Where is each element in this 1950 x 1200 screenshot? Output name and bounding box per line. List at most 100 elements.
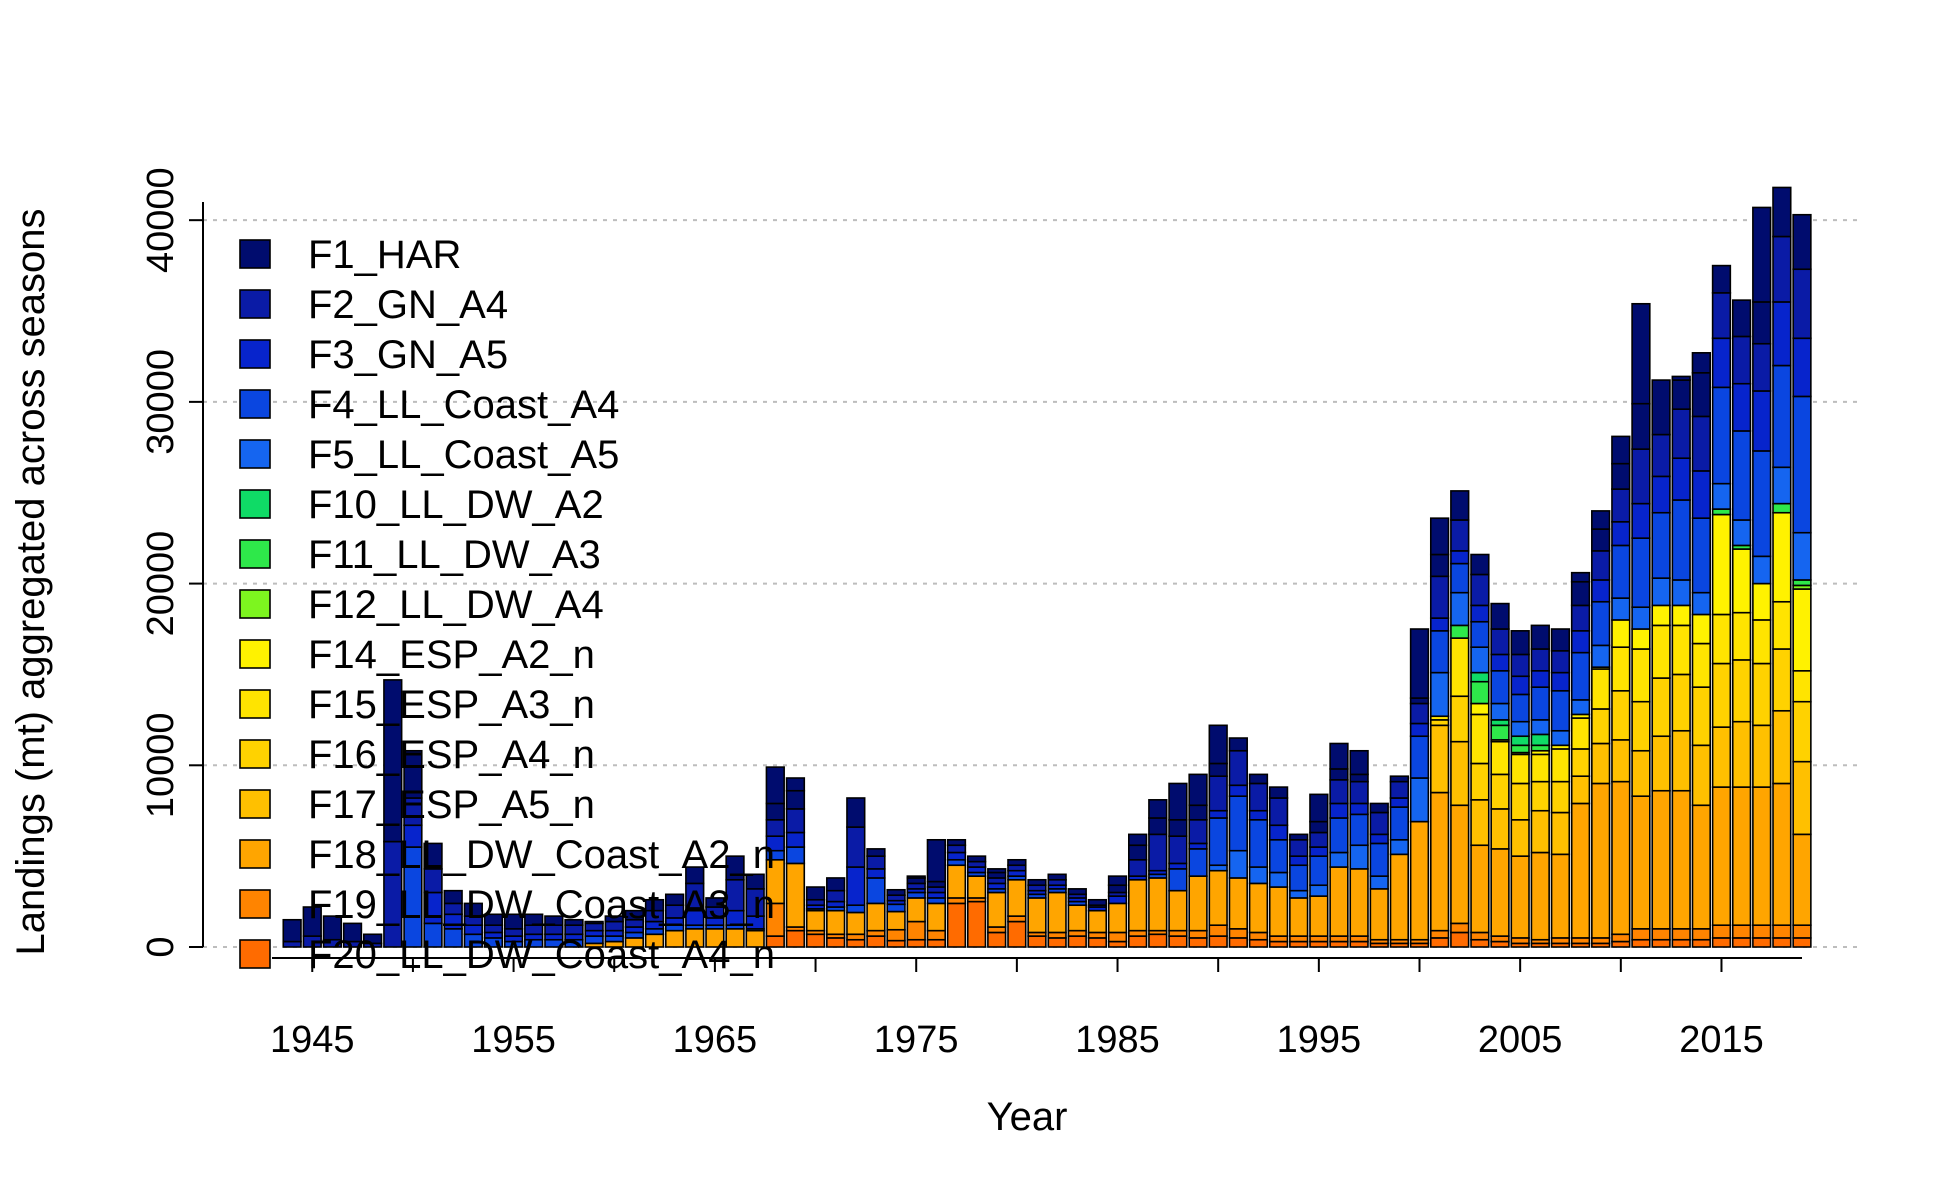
bar-segment-1992-F2_GN_A4: [1248, 782, 1269, 812]
bar-segment-2003-F17_ESP_A5_n: [1470, 799, 1490, 847]
bar-segment-1975-F1_HAR: [906, 877, 926, 885]
bar-segment-1977-F2_GN_A4: [946, 844, 967, 854]
bar-segment-1969-F18_LL_DW_Coast_A2_n: [785, 862, 806, 928]
legend-swatch-F2_GN_A4: [239, 289, 271, 319]
x-tick-label-2015: 2015: [1679, 1019, 1764, 1061]
bar-segment-2009-F16_ESP_A4_n: [1591, 708, 1611, 745]
bar-segment-1994-F5_LL_Coast_A5: [1289, 889, 1309, 899]
bar-segment-2002-F5_LL_Coast_A5: [1450, 591, 1470, 627]
bar-segment-2013-F4_LL_Coast_A4: [1671, 499, 1691, 581]
bar-segment-1998-F1_HAR: [1369, 802, 1389, 814]
bar-segment-1971-F18_LL_DW_Coast_A2_n: [826, 909, 846, 936]
bar-segment-1974-F1_HAR: [886, 888, 906, 897]
bar-remainder-2010: [1611, 435, 1631, 465]
bar-segment-2006-F1_HAR: [1530, 624, 1550, 650]
bar-segment-1997-F3_GN_A5: [1349, 802, 1369, 816]
bar-segment-2015-F3_GN_A5: [1711, 337, 1732, 389]
x-tick-label-2005: 2005: [1478, 1019, 1563, 1061]
bar-segment-2005-F18_LL_DW_Coast_A2_n: [1510, 855, 1530, 939]
bar-segment-2014-F17_ESP_A5_n: [1691, 744, 1712, 807]
bar-segment-2006-F10_LL_DW_A2: [1530, 733, 1550, 747]
bar-segment-2003-F20_LL_DW_Coast_A4_n: [1470, 938, 1490, 948]
bar-segment-1991-F18_LL_DW_Coast_A2_n: [1228, 877, 1248, 930]
bar-segment-2001-F19_LL_DW_Coast_A3_n: [1429, 929, 1450, 939]
bar-segment-1976-F2_GN_A4: [926, 886, 946, 894]
bar-segment-2008-F15_ESP_A3_n: [1570, 717, 1591, 750]
bar-segment-2002-F2_GN_A4: [1450, 519, 1470, 552]
bar-segment-2016-F17_ESP_A5_n: [1731, 720, 1752, 788]
bar-segment-1945-F1_HAR: [302, 906, 322, 937]
bar-segment-1996-F2_GN_A4: [1329, 779, 1349, 805]
bar-segment-1983-F19_LL_DW_Coast_A3_n: [1067, 929, 1087, 937]
bar-segment-2006-F18_LL_DW_Coast_A2_n: [1530, 851, 1550, 941]
legend: F1_HAR F2_GN_A4 F3_GN_A5 F4_LL_Coast_A4 F5_L…: [239, 233, 775, 977]
bar-segment-1973-F19_LL_DW_Coast_A3_n: [866, 929, 886, 937]
bar-segment-2003-F11_LL_DW_A3: [1470, 680, 1490, 705]
bar-segment-2002-F18_LL_DW_Coast_A2_n: [1450, 804, 1470, 925]
bar-segment-1992-F19_LL_DW_Coast_A3_n: [1248, 931, 1269, 941]
bar-segment-1972-F1_HAR: [846, 797, 866, 828]
bar-segment-1979-F2_GN_A4: [987, 877, 1007, 885]
bar-segment-2007-F18_LL_DW_Coast_A2_n: [1550, 853, 1571, 939]
bar-segment-1984-F1_HAR: [1087, 898, 1108, 907]
bar-segment-1990-F4_LL_Coast_A4: [1208, 817, 1228, 867]
bar-segment-2007-F15_ESP_A3_n: [1550, 748, 1571, 783]
bar-segment-2013-F18_LL_DW_Coast_A2_n: [1671, 789, 1691, 930]
bar-segment-2015-F20_LL_DW_Coast_A4_n: [1711, 937, 1732, 948]
bar-segment-2018-F11_LL_DW_A3: [1772, 502, 1792, 514]
bar-segment-1946-F1_HAR: [322, 915, 343, 941]
bar-segment-2017-F2_GN_A4: [1752, 342, 1772, 392]
bar-segment-2004-F10_LL_DW_A2: [1490, 719, 1510, 727]
bar-segment-1962-F1_HAR: [644, 898, 665, 912]
bar-segment-1974-F20_LL_DW_Coast_A4_n: [886, 939, 906, 948]
bar-segment-1969-F20_LL_DW_Coast_A4_n: [785, 929, 806, 948]
bar-segment-2005-F4_LL_Coast_A4: [1510, 693, 1530, 723]
bar-segment-1986-F19_LL_DW_Coast_A3_n: [1128, 929, 1148, 937]
bar-segment-2012-F4_LL_Coast_A4: [1651, 511, 1671, 579]
bar-segment-1973-F18_LL_DW_Coast_A2_n: [866, 902, 886, 932]
bar-segment-1982-F20_LL_DW_Coast_A4_n: [1047, 937, 1067, 948]
bar-segment-1977-F20_LL_DW_Coast_A4_n: [946, 902, 967, 948]
bar-segment-1985-F3_GN_A5: [1107, 895, 1128, 905]
bar-segment-2012-F3_GN_A5: [1651, 475, 1671, 514]
bar-remainder-2014: [1691, 352, 1712, 374]
bar-segment-1993-F20_LL_DW_Coast_A4_n: [1268, 940, 1289, 948]
bar-segment-2019-F19_LL_DW_Coast_A3_n: [1792, 924, 1812, 939]
bar-segment-1973-F4_LL_Coast_A4: [866, 877, 886, 905]
bar-segment-2001-F16_ESP_A4_n: [1429, 719, 1450, 727]
bar-segment-2004-F15_ESP_A3_n: [1490, 740, 1510, 776]
bar-segment-2001-F1_HAR: [1429, 553, 1450, 578]
bar-segment-1994-F18_LL_DW_Coast_A2_n: [1289, 897, 1309, 937]
bar-remainder-1975: [906, 875, 926, 879]
bar-segment-1974-F2_GN_A4: [886, 894, 906, 902]
bar-segment-1966-F1_HAR: [725, 855, 745, 881]
bar-remainder-2011: [1631, 302, 1651, 405]
bar-segment-2011-F4_LL_Coast_A4: [1631, 537, 1651, 609]
y-axis-title: Landings (mt) aggregated across seasons: [9, 208, 53, 955]
bar-segment-2011-F1_HAR: [1631, 402, 1651, 450]
bar-segment-2002-F19_LL_DW_Coast_A3_n: [1450, 922, 1470, 934]
bar-segment-1990-F18_LL_DW_Coast_A2_n: [1208, 869, 1228, 926]
bar-segment-1985-F1_HAR: [1107, 884, 1128, 894]
bar-segment-1980-F1_HAR: [1007, 858, 1027, 867]
legend-swatch-F15_ESP_A3_n: [239, 689, 271, 719]
bar-segment-1992-F20_LL_DW_Coast_A4_n: [1248, 938, 1269, 948]
bar-segment-2008-F5_LL_Coast_A5: [1570, 699, 1591, 716]
bar-segment-1995-F5_LL_Coast_A5: [1309, 884, 1329, 897]
bar-segment-2008-F19_LL_DW_Coast_A3_n: [1570, 937, 1591, 945]
bar-segment-1973-F3_GN_A5: [866, 868, 886, 879]
legend-label-F3_GN_A5: F3_GN_A5: [308, 333, 508, 377]
bar-segment-1975-F4_LL_Coast_A4: [906, 891, 926, 899]
bar-segment-2005-F15_ESP_A3_n: [1510, 753, 1530, 785]
bar-segment-2006-F4_LL_Coast_A4: [1530, 686, 1550, 721]
bar-segment-2010-F4_LL_Coast_A4: [1611, 544, 1631, 599]
bar-segment-2015-F15_ESP_A3_n: [1711, 613, 1732, 665]
bar-segment-2004-F1_HAR: [1490, 602, 1510, 630]
bar-segment-2002-F20_LL_DW_Coast_A4_n: [1450, 931, 1470, 948]
bar-segment-2005-F17_ESP_A5_n: [1510, 819, 1530, 857]
bar-segment-2015-F5_LL_Coast_A5: [1711, 482, 1732, 510]
legend-swatch-F19_LL_DW_Coast_A3_n: [239, 889, 271, 919]
bar-segment-2013-F19_LL_DW_Coast_A3_n: [1671, 928, 1691, 941]
bar-remainder-2008: [1570, 571, 1591, 583]
bar-segment-1976-F18_LL_DW_Coast_A2_n: [926, 902, 946, 932]
